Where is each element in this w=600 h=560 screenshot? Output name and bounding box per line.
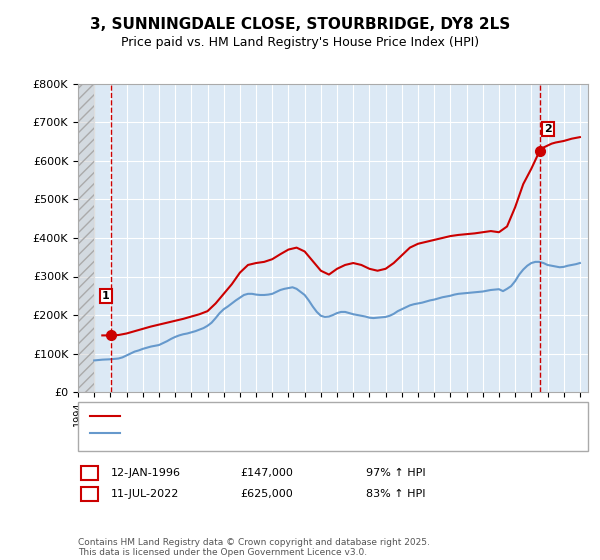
Text: 2: 2 xyxy=(86,489,93,499)
Text: 2: 2 xyxy=(544,124,552,134)
Bar xyxy=(78,84,94,392)
Text: £625,000: £625,000 xyxy=(240,489,293,499)
Text: £147,000: £147,000 xyxy=(240,468,293,478)
Bar xyxy=(78,84,94,392)
Text: 1: 1 xyxy=(102,291,110,301)
Text: 83% ↑ HPI: 83% ↑ HPI xyxy=(366,489,425,499)
Text: Price paid vs. HM Land Registry's House Price Index (HPI): Price paid vs. HM Land Registry's House … xyxy=(121,36,479,49)
Text: 11-JUL-2022: 11-JUL-2022 xyxy=(111,489,179,499)
Text: HPI: Average price, detached house, Dudley: HPI: Average price, detached house, Dudl… xyxy=(126,428,356,438)
Text: 3, SUNNINGDALE CLOSE, STOURBRIDGE, DY8 2LS: 3, SUNNINGDALE CLOSE, STOURBRIDGE, DY8 2… xyxy=(90,17,510,32)
Text: Contains HM Land Registry data © Crown copyright and database right 2025.
This d: Contains HM Land Registry data © Crown c… xyxy=(78,538,430,557)
Text: 12-JAN-1996: 12-JAN-1996 xyxy=(111,468,181,478)
Text: 1: 1 xyxy=(86,468,93,478)
Text: 3, SUNNINGDALE CLOSE, STOURBRIDGE, DY8 2LS (detached house): 3, SUNNINGDALE CLOSE, STOURBRIDGE, DY8 2… xyxy=(126,410,479,421)
Text: 97% ↑ HPI: 97% ↑ HPI xyxy=(366,468,425,478)
